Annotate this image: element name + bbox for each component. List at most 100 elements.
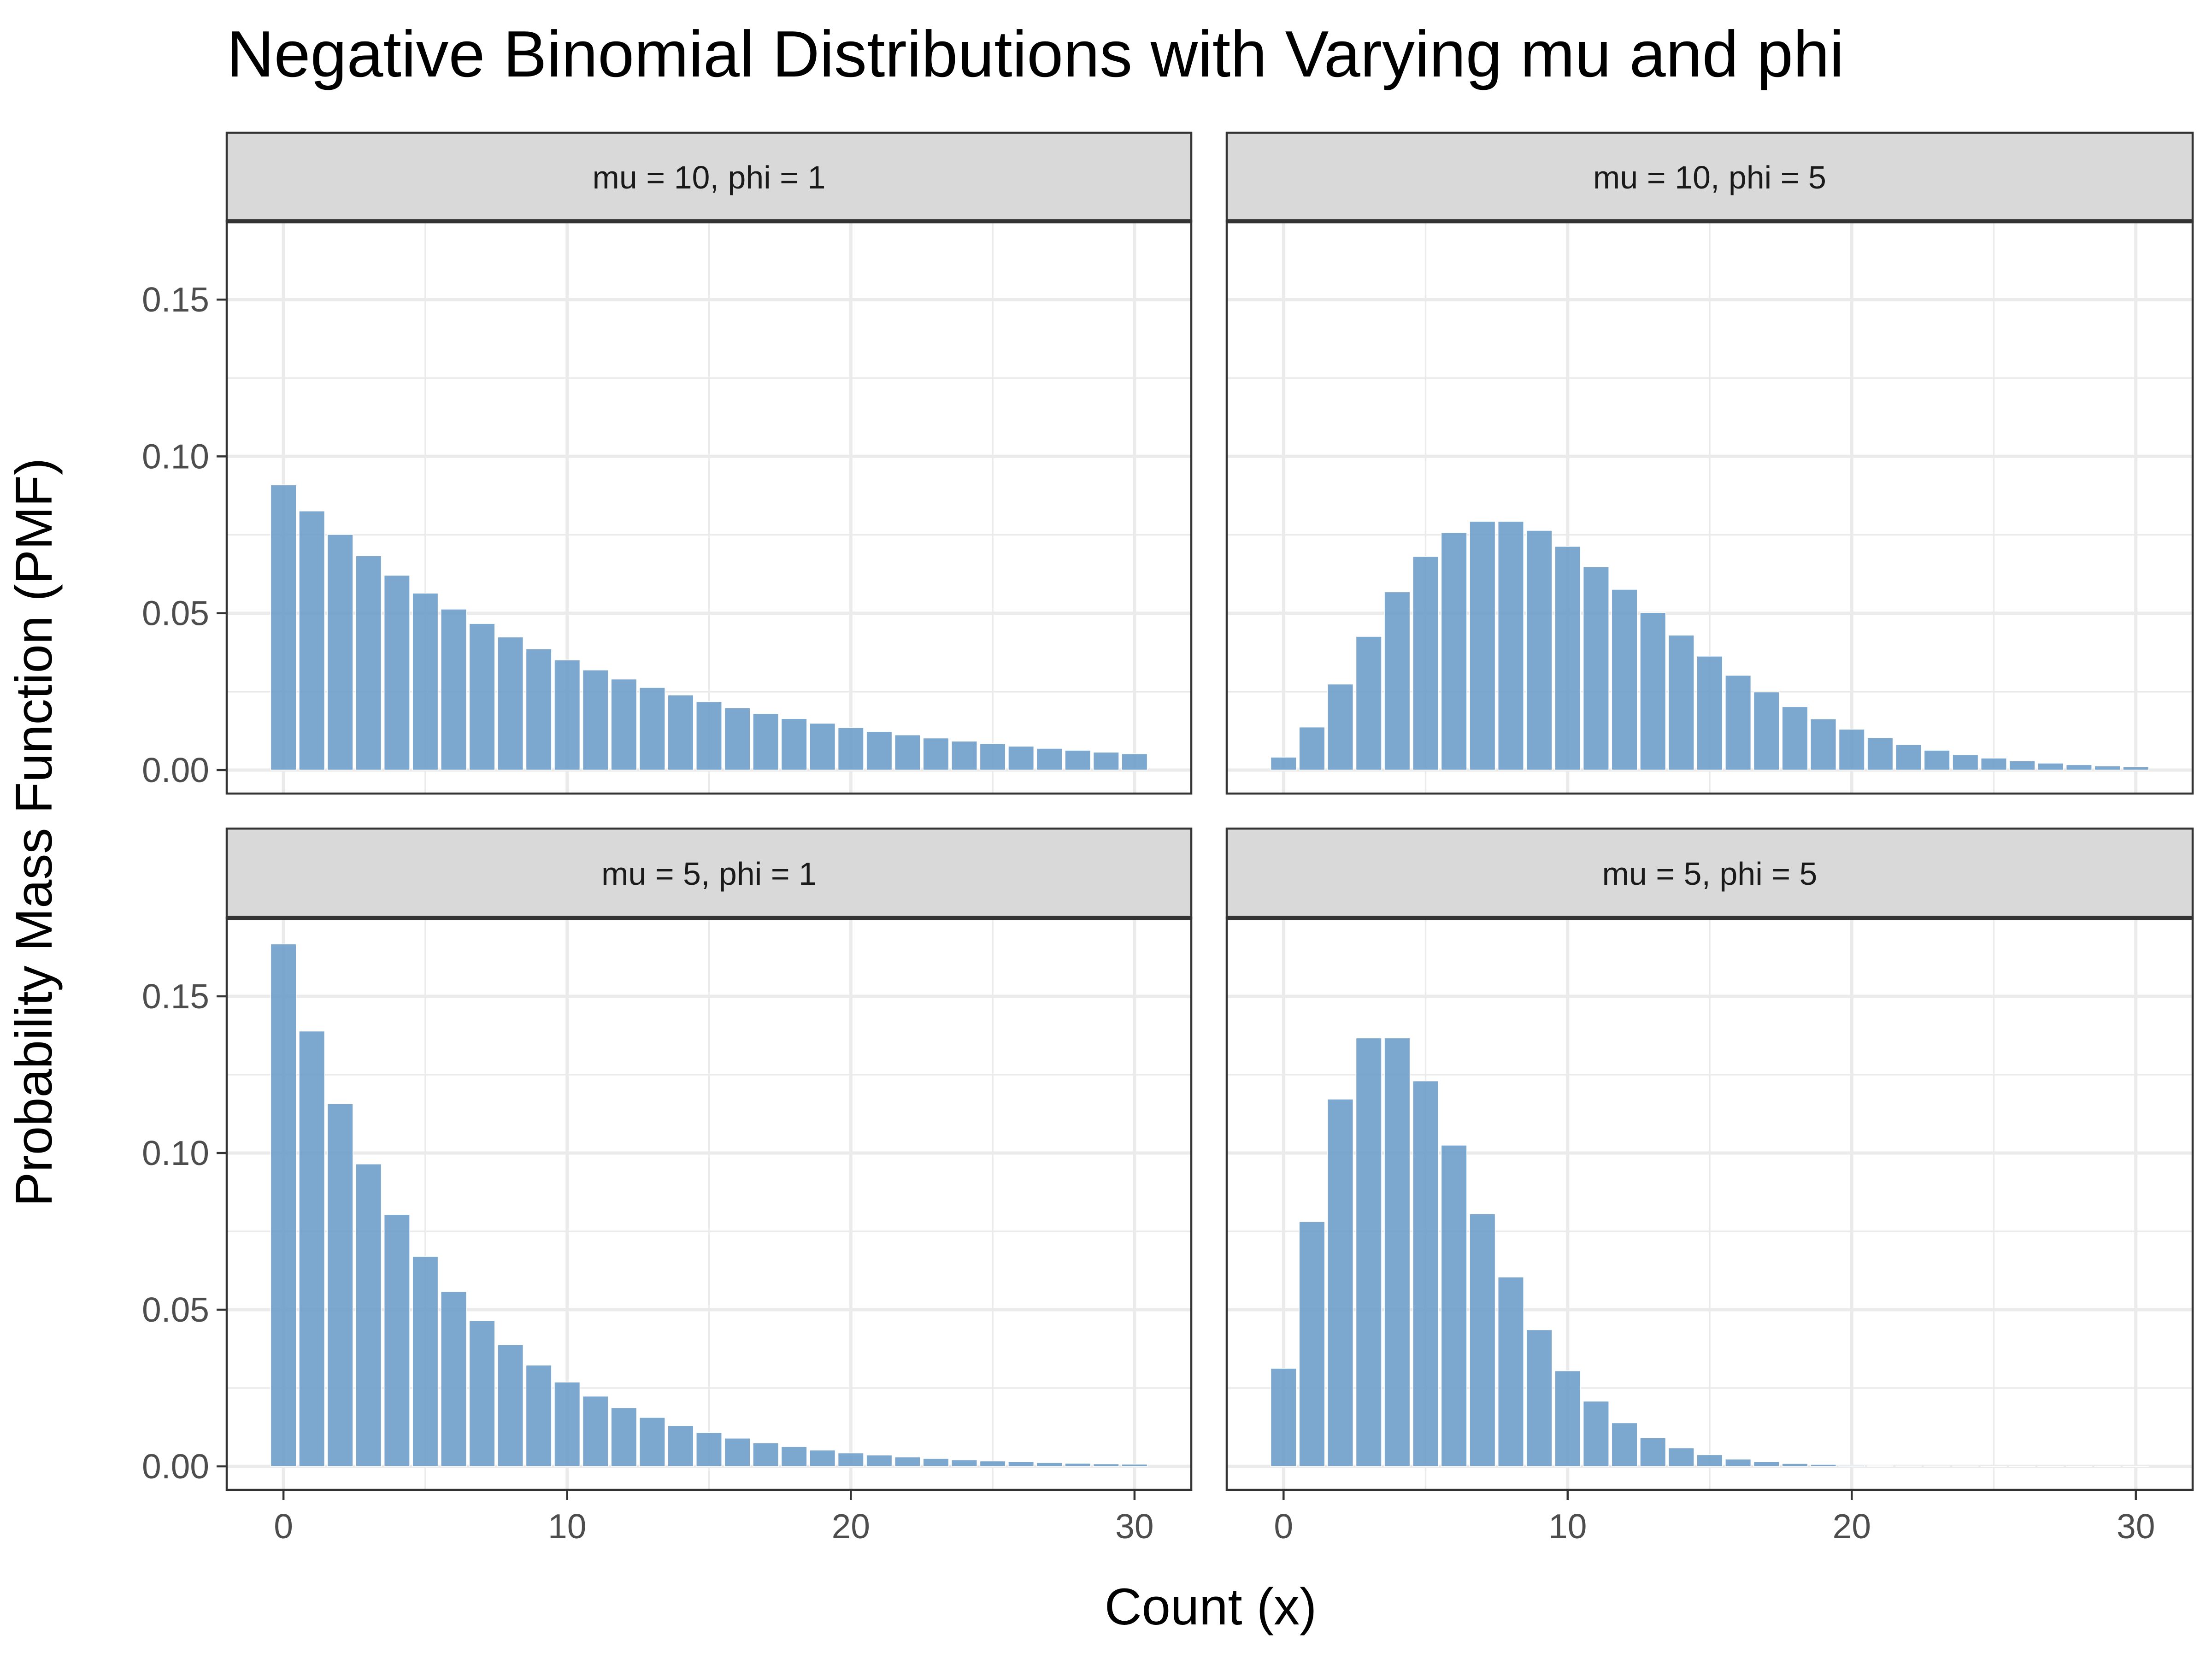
bar xyxy=(1640,1437,1666,1467)
bar-series xyxy=(1270,1037,2149,1467)
facet-panel: mu = 5, phi = 5 0 10 20 30 xyxy=(1225,827,2194,1546)
bar xyxy=(2065,1466,2092,1467)
bar xyxy=(611,678,637,771)
bar xyxy=(1299,726,1325,771)
bar xyxy=(979,1460,1006,1467)
bar xyxy=(1753,1461,1780,1467)
bar xyxy=(781,1446,807,1467)
x-axis-title: Count (x) xyxy=(1105,1578,1317,1635)
bar xyxy=(355,1164,382,1467)
bar xyxy=(1725,675,1752,771)
bar xyxy=(1810,718,1837,771)
bar xyxy=(1327,1099,1354,1467)
bar xyxy=(923,1458,949,1467)
bar xyxy=(270,943,297,1467)
bar xyxy=(1526,530,1553,771)
bar xyxy=(1384,1037,1411,1467)
bar xyxy=(525,1365,552,1467)
bar xyxy=(1469,1213,1496,1467)
bar xyxy=(837,1453,864,1467)
bar xyxy=(441,1291,467,1467)
bar xyxy=(1497,1277,1524,1467)
bar xyxy=(1497,521,1524,771)
bar xyxy=(1611,1422,1638,1467)
bar xyxy=(497,1344,524,1467)
bar xyxy=(667,1425,694,1467)
bar xyxy=(894,1456,921,1467)
y-tick-label: 0.00 xyxy=(142,1447,209,1486)
bar xyxy=(639,687,665,771)
bar xyxy=(1093,752,1119,771)
bar xyxy=(2094,765,2121,771)
bar xyxy=(1441,1145,1467,1467)
bar xyxy=(1838,729,1865,771)
bar xyxy=(1384,591,1411,771)
x-tick-label: 20 xyxy=(1833,1507,1871,1546)
bar xyxy=(1526,1329,1553,1467)
x-tick-label: 0 xyxy=(274,1507,293,1546)
bar xyxy=(866,1454,893,1467)
bar xyxy=(299,1030,325,1467)
y-tick-label: 0.15 xyxy=(142,977,209,1016)
bar xyxy=(1611,589,1638,771)
bar xyxy=(1782,1463,1808,1467)
bar xyxy=(2123,1466,2149,1467)
bar xyxy=(554,659,581,771)
bar xyxy=(1895,744,1922,771)
bar xyxy=(383,1214,410,1467)
bar xyxy=(412,1256,439,1467)
bar xyxy=(1412,556,1439,771)
x-tick-label: 10 xyxy=(548,1507,586,1546)
bar xyxy=(1554,1370,1581,1467)
bar xyxy=(1583,1400,1609,1467)
bar xyxy=(1469,521,1496,771)
facet-strip-label: mu = 10, phi = 1 xyxy=(593,159,826,195)
bar xyxy=(1412,1080,1439,1467)
bar xyxy=(1668,1447,1694,1467)
x-tick-label: 30 xyxy=(2117,1507,2155,1546)
bar xyxy=(1093,1463,1119,1467)
bar xyxy=(639,1417,665,1467)
bar xyxy=(1696,1454,1723,1467)
bar xyxy=(1008,1461,1035,1467)
bar xyxy=(1270,1368,1297,1467)
bar xyxy=(497,636,524,771)
bar xyxy=(753,713,779,771)
bar xyxy=(1782,706,1808,771)
bar xyxy=(1810,1464,1837,1467)
bar xyxy=(1753,691,1780,771)
facet-panel: mu = 5, phi = 1 0.00 0.05 0.10 0.15 0 10 20 30 xyxy=(142,827,1193,1546)
bar xyxy=(951,741,977,771)
bar xyxy=(2009,760,2036,771)
bar xyxy=(979,743,1006,771)
facet-strip xyxy=(1225,827,2194,919)
facet-panel: mu = 10, phi = 1 0.00 0.05 0.10 0.15 xyxy=(142,131,1193,795)
bar xyxy=(724,707,751,771)
bar xyxy=(2094,1466,2121,1467)
bar xyxy=(469,1320,495,1467)
y-tick-label: 0.05 xyxy=(142,594,209,633)
bar xyxy=(2123,766,2149,771)
bar xyxy=(1924,750,1950,771)
bar xyxy=(1036,748,1063,771)
y-axis-title: Probability Mass Function (PMF) xyxy=(5,458,63,1206)
bar xyxy=(1065,750,1091,771)
facet-strip-label: mu = 5, phi = 5 xyxy=(1602,856,1818,892)
bar xyxy=(2037,763,2064,771)
bar xyxy=(1668,635,1694,771)
bar xyxy=(469,623,495,771)
bar xyxy=(753,1442,779,1467)
bar xyxy=(2037,1466,2064,1467)
facet-strip-label: mu = 10, phi = 5 xyxy=(1593,159,1826,195)
bar xyxy=(809,723,836,771)
facet-strip xyxy=(225,131,1193,223)
x-tick-label: 30 xyxy=(1115,1507,1153,1546)
bar xyxy=(837,727,864,771)
y-tick-label: 0.15 xyxy=(142,280,209,319)
facet-strip-label: mu = 5, phi = 1 xyxy=(601,856,817,892)
bar xyxy=(1583,566,1609,771)
y-tick-label: 0.00 xyxy=(142,751,209,789)
x-tick-label: 0 xyxy=(1274,1507,1293,1546)
bar xyxy=(951,1459,977,1467)
